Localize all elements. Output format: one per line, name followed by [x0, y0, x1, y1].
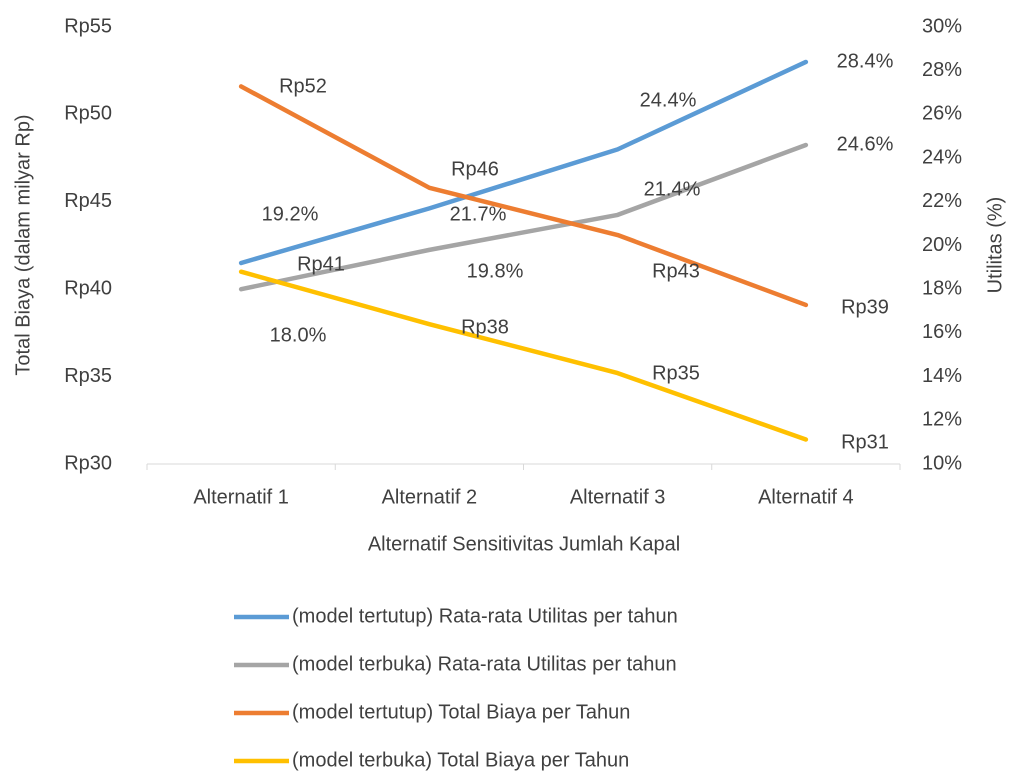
y2-tick-label: 12% [922, 409, 962, 431]
y-tick-label: Rp30 [64, 452, 112, 474]
x-tick-label: Alternatif 1 [193, 486, 289, 508]
y-tick-label: Rp35 [64, 365, 112, 387]
data-label: Rp52 [279, 75, 327, 97]
series-line [238, 269, 809, 442]
y2-tick-label: 14% [922, 365, 962, 387]
legend-label: (model tertutup) Total Biaya per Tahun [292, 701, 630, 723]
y-tick-label: Rp50 [64, 103, 112, 125]
y2-tick-label: 16% [922, 321, 962, 343]
data-label: Rp31 [841, 431, 889, 453]
x-tick-label: Alternatif 3 [570, 486, 666, 508]
data-label: 24.6% [837, 133, 894, 155]
legend-label: (model terbuka) Rata-rata Utilitas per t… [292, 653, 677, 675]
y2-tick-label: 10% [922, 452, 962, 474]
series-line [238, 59, 809, 266]
y2-tick-label: 22% [922, 190, 962, 212]
data-label: Rp35 [652, 362, 700, 384]
x-axis-title: Alternatif Sensitivitas Jumlah Kapal [368, 533, 680, 555]
y2-tick-label: 24% [922, 146, 962, 168]
data-label: 21.7% [450, 203, 507, 225]
y-tick-label: Rp40 [64, 277, 112, 299]
legend-label: (model tertutup) Rata-rata Utilitas per … [292, 605, 678, 627]
data-label: Rp39 [841, 296, 889, 318]
y-tick-label: Rp45 [64, 190, 112, 212]
y2-tick-label: 20% [922, 234, 962, 256]
data-label: 18.0% [270, 324, 327, 346]
legend-label: (model terbuka) Total Biaya per Tahun [292, 749, 629, 771]
data-label: 19.8% [467, 260, 524, 282]
data-label: 19.2% [262, 203, 319, 225]
data-label: 28.4% [837, 50, 894, 72]
y-tick-label: Rp55 [64, 15, 112, 37]
y2-tick-label: 18% [922, 277, 962, 299]
data-label: Rp43 [652, 260, 700, 282]
data-label: Rp46 [451, 158, 499, 180]
y2-tick-label: 30% [922, 15, 962, 37]
y-axis-title: Total Biaya (dalam milyar Rp) [12, 114, 34, 375]
data-label: Rp41 [297, 253, 345, 275]
data-label: 21.4% [644, 178, 701, 200]
series-line [238, 142, 809, 292]
x-tick-label: Alternatif 4 [758, 486, 854, 508]
y2-tick-label: 26% [922, 103, 962, 125]
data-label: Rp38 [461, 316, 509, 338]
data-label: 24.4% [640, 89, 697, 111]
y2-tick-label: 28% [922, 59, 962, 81]
x-tick-label: Alternatif 2 [382, 486, 478, 508]
y2-axis-title: Utilitas (%) [984, 197, 1006, 294]
series-line [238, 84, 809, 308]
